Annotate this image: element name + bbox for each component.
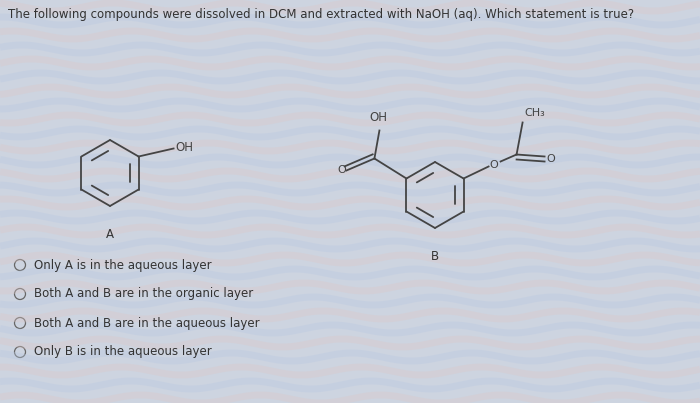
Text: CH₃: CH₃ (524, 108, 545, 118)
Text: A: A (106, 228, 114, 241)
Text: OH: OH (370, 112, 387, 125)
Text: O: O (547, 154, 555, 164)
Text: O: O (337, 166, 346, 175)
Text: The following compounds were dissolved in DCM and extracted with NaOH (aq). Whic: The following compounds were dissolved i… (8, 8, 634, 21)
Text: Only B is in the aqueous layer: Only B is in the aqueous layer (34, 345, 212, 359)
Text: Both A and B are in the aqueous layer: Both A and B are in the aqueous layer (34, 316, 260, 330)
Text: O: O (489, 160, 498, 170)
Text: OH: OH (176, 141, 194, 154)
Text: Both A and B are in the organic layer: Both A and B are in the organic layer (34, 287, 253, 301)
Text: B: B (431, 250, 439, 263)
Text: Only A is in the aqueous layer: Only A is in the aqueous layer (34, 258, 212, 272)
